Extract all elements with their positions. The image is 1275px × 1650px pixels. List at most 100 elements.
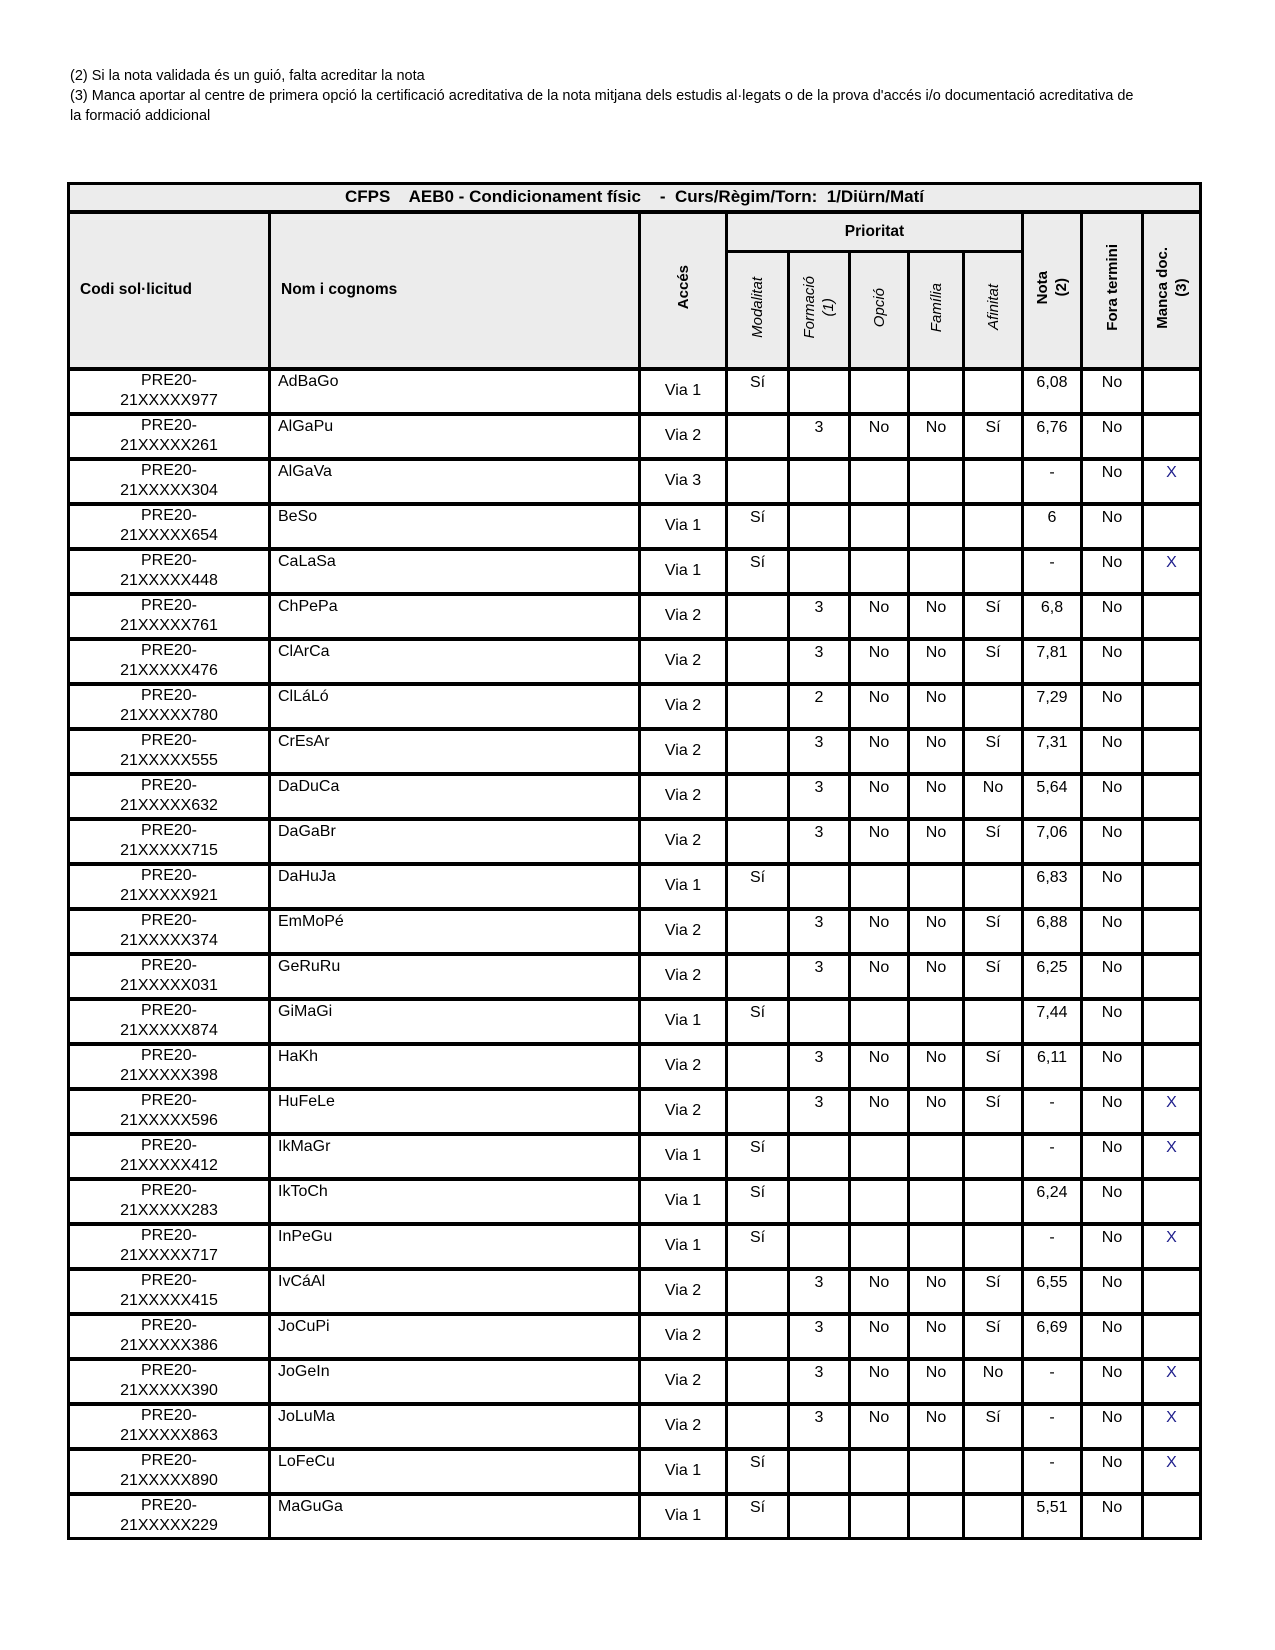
cell-acces: Via 1 bbox=[638, 501, 728, 550]
cell-codi-sollicitud: PRE20- 21XXXXX977 bbox=[67, 366, 271, 415]
cell-manca-doc: X bbox=[1140, 1356, 1203, 1405]
cell-manca-doc bbox=[1140, 1311, 1203, 1360]
header-nom-i-cognoms: Nom i cognoms bbox=[268, 210, 641, 371]
cell-familia: No bbox=[907, 906, 965, 955]
cell-acces: Via 2 bbox=[638, 771, 728, 820]
cell-afinitat bbox=[962, 546, 1024, 595]
table-row: PRE20- 21XXXXX890 LoFeCu Via 1 Sí - No X bbox=[67, 1446, 1203, 1495]
cell-acces: Via 2 bbox=[638, 1266, 728, 1315]
cell-modalitat bbox=[725, 1356, 790, 1405]
cell-acces: Via 2 bbox=[638, 591, 728, 640]
cell-formacio bbox=[787, 456, 851, 505]
cell-acces: Via 2 bbox=[638, 951, 728, 1000]
cell-opcio bbox=[848, 996, 910, 1045]
cell-fora-termini: No bbox=[1080, 951, 1144, 1000]
cell-fora-termini: No bbox=[1080, 1041, 1144, 1090]
cell-manca-doc bbox=[1140, 861, 1203, 910]
cell-familia: No bbox=[907, 726, 965, 775]
cell-manca-doc bbox=[1140, 411, 1203, 460]
cell-nom: ChPePa bbox=[268, 591, 641, 640]
cell-nom: JoGeIn bbox=[268, 1356, 641, 1405]
cell-codi-sollicitud: PRE20- 21XXXXX229 bbox=[67, 1491, 271, 1540]
cell-acces: Via 2 bbox=[638, 1356, 728, 1405]
cell-opcio: No bbox=[848, 636, 910, 685]
cell-opcio bbox=[848, 861, 910, 910]
cell-familia: No bbox=[907, 1356, 965, 1405]
cell-manca-doc: X bbox=[1140, 456, 1203, 505]
cell-afinitat: Sí bbox=[962, 1401, 1024, 1450]
cell-manca-doc bbox=[1140, 1491, 1203, 1540]
cell-formacio bbox=[787, 1221, 851, 1270]
cell-nota: 6,88 bbox=[1021, 906, 1083, 955]
cell-fora-termini: No bbox=[1080, 816, 1144, 865]
cell-formacio bbox=[787, 996, 851, 1045]
cell-codi-sollicitud: PRE20- 21XXXXX555 bbox=[67, 726, 271, 775]
cell-nom: GiMaGi bbox=[268, 996, 641, 1045]
header-acces: Accés bbox=[638, 210, 728, 371]
cell-afinitat: Sí bbox=[962, 411, 1024, 460]
table-row: PRE20- 21XXXXX304 AlGaVa Via 3 - No X bbox=[67, 456, 1203, 505]
cell-codi-sollicitud: PRE20- 21XXXXX398 bbox=[67, 1041, 271, 1090]
cell-nota: - bbox=[1021, 1086, 1083, 1135]
cell-nota: 6,08 bbox=[1021, 366, 1083, 415]
cell-fora-termini: No bbox=[1080, 1356, 1144, 1405]
cell-acces: Via 1 bbox=[638, 546, 728, 595]
cell-acces: Via 2 bbox=[638, 411, 728, 460]
cell-nota: 6,83 bbox=[1021, 861, 1083, 910]
cell-familia bbox=[907, 546, 965, 595]
cell-manca-doc: X bbox=[1140, 1086, 1203, 1135]
cell-nom: DaDuCa bbox=[268, 771, 641, 820]
cell-codi-sollicitud: PRE20- 21XXXXX415 bbox=[67, 1266, 271, 1315]
cell-acces: Via 1 bbox=[638, 1221, 728, 1270]
cell-familia: No bbox=[907, 591, 965, 640]
cell-nota: - bbox=[1021, 1131, 1083, 1180]
cell-opcio: No bbox=[848, 771, 910, 820]
cell-formacio: 3 bbox=[787, 636, 851, 685]
cell-familia bbox=[907, 1491, 965, 1540]
cell-familia bbox=[907, 1131, 965, 1180]
cell-familia: No bbox=[907, 1041, 965, 1090]
cell-acces: Via 1 bbox=[638, 366, 728, 415]
cell-familia: No bbox=[907, 1086, 965, 1135]
table-row: PRE20- 21XXXXX283 IkToCh Via 1 Sí 6,24 N… bbox=[67, 1176, 1203, 1225]
cell-afinitat bbox=[962, 1176, 1024, 1225]
cell-nota: 6,25 bbox=[1021, 951, 1083, 1000]
cell-manca-doc bbox=[1140, 771, 1203, 820]
cell-fora-termini: No bbox=[1080, 1491, 1144, 1540]
cell-manca-doc bbox=[1140, 1266, 1203, 1315]
cell-familia bbox=[907, 366, 965, 415]
cell-modalitat bbox=[725, 726, 790, 775]
cell-afinitat: Sí bbox=[962, 816, 1024, 865]
cell-acces: Via 1 bbox=[638, 861, 728, 910]
cell-nom: LoFeCu bbox=[268, 1446, 641, 1495]
cell-nota: 7,31 bbox=[1021, 726, 1083, 775]
cell-familia: No bbox=[907, 1311, 965, 1360]
cell-codi-sollicitud: PRE20- 21XXXXX761 bbox=[67, 591, 271, 640]
cell-modalitat bbox=[725, 951, 790, 1000]
cell-manca-doc: X bbox=[1140, 1131, 1203, 1180]
cell-nota: - bbox=[1021, 1221, 1083, 1270]
cell-opcio: No bbox=[848, 1356, 910, 1405]
table-row: PRE20- 21XXXXX632 DaDuCa Via 2 3 No No N… bbox=[67, 771, 1203, 820]
table-row: PRE20- 21XXXXX874 GiMaGi Via 1 Sí 7,44 N… bbox=[67, 996, 1203, 1045]
header-familia: Família bbox=[907, 250, 965, 371]
table-row: PRE20- 21XXXXX863 JoLuMa Via 2 3 No No S… bbox=[67, 1401, 1203, 1450]
table-row: PRE20- 21XXXXX448 CaLaSa Via 1 Sí - No X bbox=[67, 546, 1203, 595]
footnote-3: (3) Manca aportar al centre de primera o… bbox=[70, 88, 1134, 124]
cell-fora-termini: No bbox=[1080, 591, 1144, 640]
table-row: PRE20- 21XXXXX977 AdBaGo Via 1 Sí 6,08 N… bbox=[67, 366, 1203, 415]
cell-fora-termini: No bbox=[1080, 1131, 1144, 1180]
cell-modalitat bbox=[725, 456, 790, 505]
cell-nom: IvCáAl bbox=[268, 1266, 641, 1315]
cell-nota: 6 bbox=[1021, 501, 1083, 550]
cell-nota: - bbox=[1021, 456, 1083, 505]
cell-fora-termini: No bbox=[1080, 861, 1144, 910]
cell-nota: 7,06 bbox=[1021, 816, 1083, 865]
table-row: PRE20- 21XXXXX717 InPeGu Via 1 Sí - No X bbox=[67, 1221, 1203, 1270]
table-row: PRE20- 21XXXXX415 IvCáAl Via 2 3 No No S… bbox=[67, 1266, 1203, 1315]
cell-modalitat bbox=[725, 816, 790, 865]
cell-familia: No bbox=[907, 1401, 965, 1450]
table-row: PRE20- 21XXXXX398 HaKh Via 2 3 No No Sí … bbox=[67, 1041, 1203, 1090]
cell-nota: 6,69 bbox=[1021, 1311, 1083, 1360]
